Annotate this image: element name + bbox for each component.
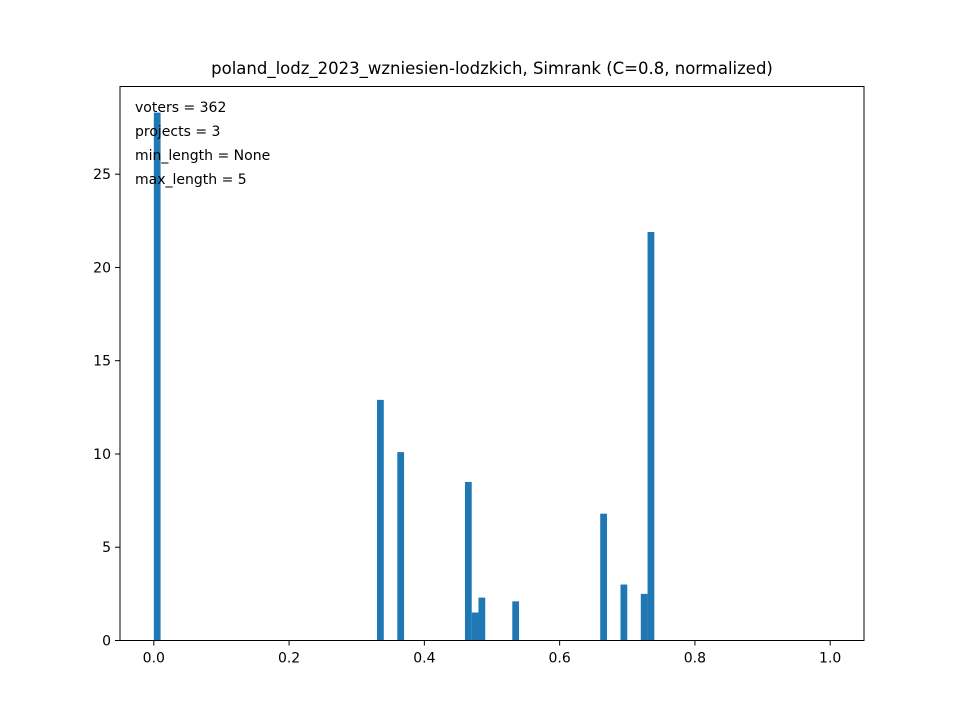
x-tick-label-4: 0.8: [684, 651, 706, 667]
x-tick-label-1: 0.2: [278, 651, 300, 667]
histogram-bar-6: [512, 601, 520, 641]
annotation-voters: voters = 362: [135, 100, 226, 116]
x-tick-label-2: 0.4: [413, 651, 435, 667]
y-tick-label-3: 15: [93, 354, 111, 370]
x-axis-ticks: 0.0 0.2 0.4 0.6 0.8 1.0: [143, 640, 841, 667]
annotation-projects: projects = 3: [135, 124, 220, 140]
y-axis-ticks: 0 5 10 15 20 25: [93, 167, 120, 650]
histogram-bar-9: [640, 593, 648, 641]
histogram-bar-10: [647, 231, 655, 641]
x-tick-label-0: 0.0: [143, 651, 165, 667]
histogram-bar-5: [478, 597, 486, 641]
histogram-bar-4: [471, 612, 479, 641]
y-tick-label-2: 10: [93, 447, 111, 463]
histogram-bar-8: [620, 584, 628, 641]
histogram-bar-0: [153, 112, 161, 641]
histogram-bar-2: [397, 452, 405, 641]
plot-frame: [119, 86, 865, 641]
bars-group: [153, 112, 655, 641]
y-tick-label-1: 5: [102, 540, 111, 556]
annotation-min-length: min_length = None: [135, 148, 270, 164]
histogram-bar-3: [464, 481, 472, 641]
x-tick-label-3: 0.6: [549, 651, 571, 667]
histogram-bar-7: [600, 513, 607, 641]
y-tick-label-0: 0: [102, 634, 111, 650]
histogram-bar-1: [377, 399, 384, 641]
y-tick-label-5: 25: [93, 167, 111, 183]
x-tick-label-5: 1.0: [819, 651, 841, 667]
stats-annotation: voters = 362 projects = 3 min_length = N…: [135, 100, 270, 188]
y-tick-label-4: 20: [93, 260, 111, 276]
chart-title: poland_lodz_2023_wzniesien-lodzkich, Sim…: [211, 59, 773, 79]
annotation-max-length: max_length = 5: [135, 172, 247, 188]
